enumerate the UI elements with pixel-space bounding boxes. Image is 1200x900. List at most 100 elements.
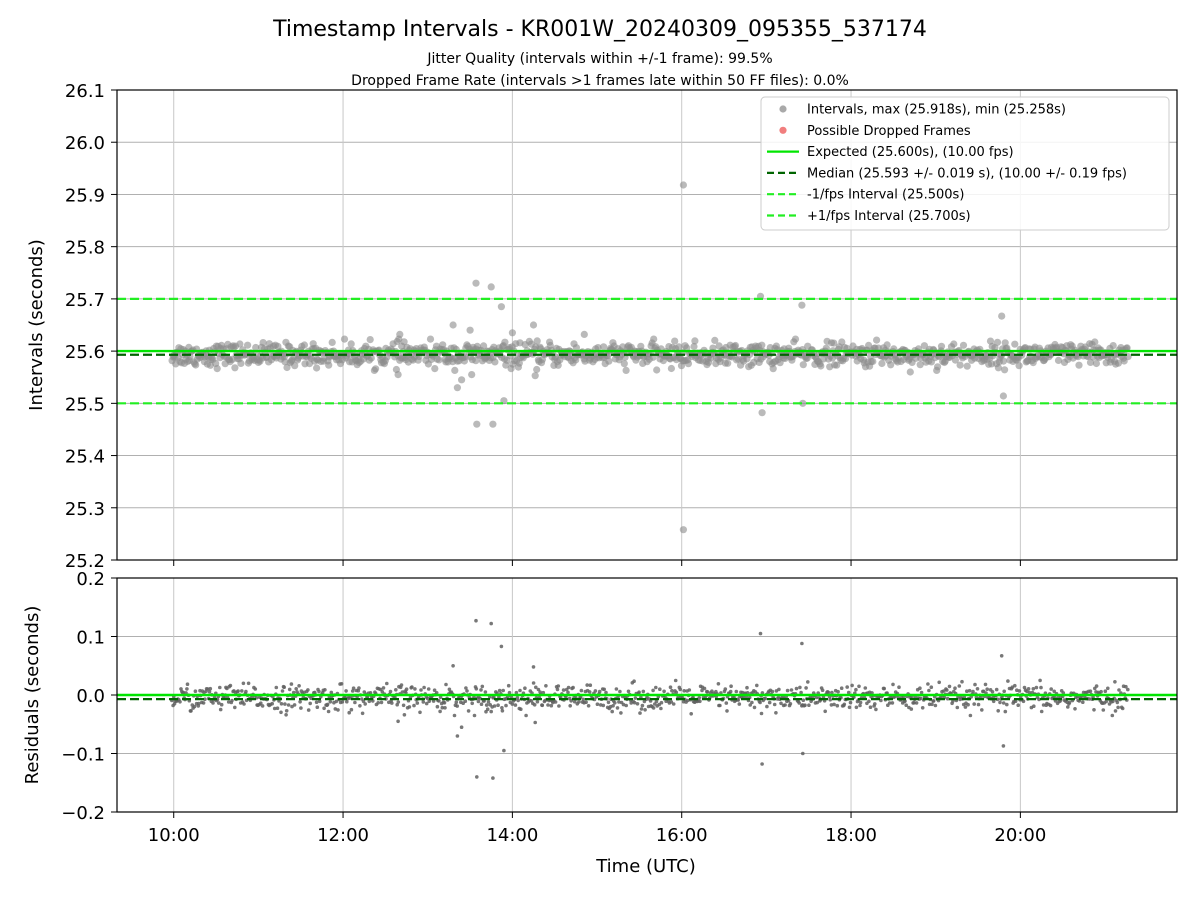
data-point (873, 702, 877, 706)
data-point (349, 707, 354, 712)
data-point (376, 701, 381, 705)
data-point (973, 682, 977, 687)
data-point (937, 342, 946, 350)
data-point (994, 364, 1003, 372)
legend-entry-label: Possible Dropped Frames (807, 124, 971, 139)
data-point (440, 705, 445, 710)
chart-title: Timestamp Intervals - KR001W_20240309_09… (272, 17, 927, 42)
data-point (980, 708, 984, 712)
data-point (333, 707, 338, 711)
x-tick-label: 18:00 (825, 825, 877, 846)
data-point (798, 685, 802, 690)
outlier-point (533, 720, 537, 725)
legend-entry-label: Expected (25.600s), (10.00 fps) (807, 145, 1014, 160)
data-point (752, 705, 757, 710)
data-point (213, 365, 221, 373)
data-point (1113, 709, 1118, 713)
data-point (774, 711, 778, 715)
data-point (839, 686, 844, 690)
data-point (930, 702, 934, 707)
data-point (483, 690, 488, 694)
data-point (622, 366, 630, 374)
chart-subtitle-jitter: Jitter Quality (intervals within +/-1 fr… (426, 51, 772, 67)
data-point (192, 361, 200, 369)
y-tick-label: 25.8 (65, 238, 105, 259)
data-point (447, 687, 452, 692)
outlier-point (489, 621, 494, 626)
data-point (868, 705, 873, 709)
data-point (274, 685, 279, 690)
outlier-point (529, 321, 538, 329)
data-point (933, 703, 938, 708)
data-point (518, 688, 522, 693)
data-point (783, 703, 787, 707)
data-point (671, 337, 679, 345)
data-point (228, 683, 233, 688)
x-tick-label: 10:00 (148, 825, 200, 846)
data-point (601, 703, 606, 708)
data-point (600, 343, 608, 351)
data-point (480, 342, 488, 350)
data-point (534, 685, 538, 690)
data-point (857, 684, 861, 689)
axes-frame (116, 89, 1178, 561)
data-point (193, 689, 198, 693)
data-point (421, 700, 426, 704)
data-point (734, 689, 739, 694)
data-point (950, 340, 958, 348)
data-point (966, 702, 970, 707)
outlier-point (800, 641, 804, 646)
data-point (412, 703, 416, 708)
data-point (353, 700, 357, 705)
data-point (873, 336, 881, 344)
data-point (994, 687, 999, 692)
data-point (208, 686, 213, 691)
data-point (957, 684, 962, 688)
data-point (806, 680, 810, 684)
data-point (515, 695, 520, 700)
data-point (918, 696, 923, 701)
data-point (435, 356, 443, 364)
outlier-point (679, 181, 688, 189)
data-point (770, 689, 775, 694)
data-point (724, 359, 732, 367)
data-point (379, 700, 384, 705)
data-point (241, 681, 246, 686)
data-point (990, 690, 995, 694)
data-point (325, 702, 330, 707)
data-point (716, 682, 721, 686)
data-point (673, 678, 678, 683)
data-point (1037, 697, 1041, 702)
data-point (725, 709, 729, 713)
data-point (916, 361, 924, 369)
data-point (345, 699, 349, 704)
data-point (929, 685, 934, 689)
data-point (1066, 705, 1070, 709)
data-point (1021, 699, 1026, 704)
data-point (1016, 703, 1020, 707)
data-point (1022, 685, 1027, 690)
data-point (1031, 687, 1036, 691)
data-point (682, 689, 686, 693)
data-point (758, 341, 766, 349)
data-point (959, 341, 968, 349)
data-point (779, 701, 783, 706)
data-point (736, 698, 740, 702)
data-point (698, 699, 702, 704)
data-point (620, 360, 628, 368)
data-point (492, 704, 497, 708)
data-point (464, 686, 468, 690)
data-point (617, 700, 621, 704)
data-point (280, 689, 285, 693)
data-point (400, 690, 405, 694)
data-point (1003, 709, 1008, 714)
data-point (985, 687, 989, 691)
data-point (651, 706, 656, 710)
data-point (937, 680, 941, 685)
data-point (309, 696, 313, 700)
data-point (442, 701, 447, 705)
data-point (611, 704, 615, 708)
data-point (372, 365, 380, 373)
data-point (1073, 707, 1077, 711)
